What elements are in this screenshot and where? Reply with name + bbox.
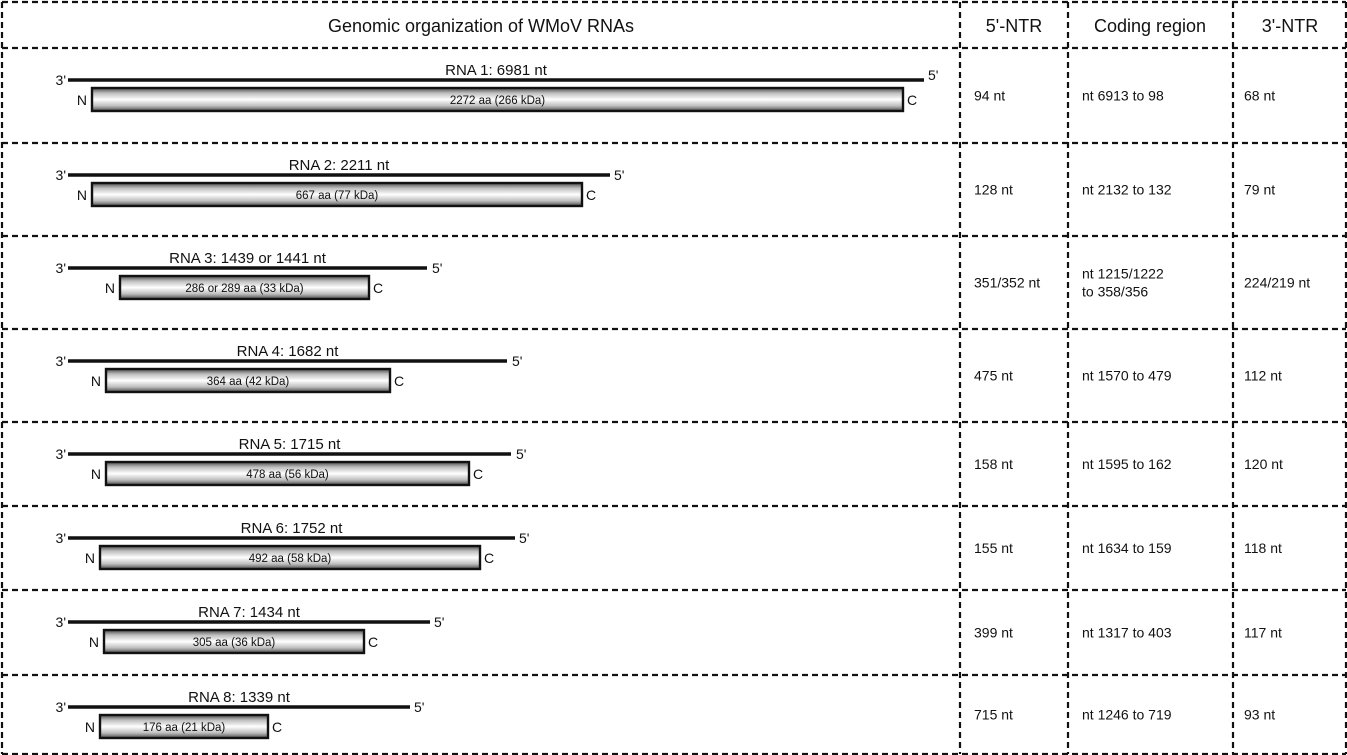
cell-5ntr: 399 nt: [974, 625, 1013, 641]
rna-length-label: RNA 7: 1434 nt: [198, 604, 301, 621]
rna-length-label: RNA 2: 2211 nt: [289, 157, 390, 174]
c-terminus-label: C: [473, 466, 483, 482]
protein-size-label: 478 aa (56 kDa): [246, 469, 329, 481]
protein-size-label: 176 aa (21 kDa): [143, 722, 226, 734]
rna-length-label: RNA 5: 1715 nt: [239, 436, 342, 453]
rna-row-5: RNA 5: 1715 nt 3' 5' 478 aa (56 kDa) N C 158 n…: [56, 436, 1283, 487]
protein-size-label: 2272 aa (266 kDa): [450, 95, 545, 107]
n-terminus-label: N: [85, 550, 95, 566]
cell-3ntr: 118 nt: [1244, 540, 1282, 556]
c-terminus-label: C: [373, 280, 383, 296]
cell-5ntr: 351/352 nt: [974, 275, 1040, 291]
protein-size-label: 364 aa (42 kDa): [207, 376, 290, 388]
table-header: Genomic organization of WMoV RNAs 5'-NTR C…: [328, 16, 1318, 36]
rna-row-4: RNA 4: 1682 nt 3' 5' 364 aa (42 kDa) N C 475 n…: [56, 343, 1282, 394]
orf-bar: [90, 86, 905, 113]
rna-3prime-end-label: 3': [56, 72, 66, 88]
header-5ntr: 5'-NTR: [986, 16, 1042, 36]
rna-5prime-end-label: 5': [928, 67, 938, 83]
rna-length-label: RNA 8: 1339 nt: [188, 689, 291, 706]
n-terminus-label: N: [89, 634, 99, 650]
orf-bar: [118, 274, 371, 301]
rna-3prime-end-label: 3': [56, 699, 66, 715]
rna-5prime-end-label: 5': [614, 167, 624, 183]
n-terminus-label: N: [91, 466, 101, 482]
rna-3prime-end-label: 3': [56, 167, 66, 183]
n-terminus-label: N: [91, 373, 101, 389]
rna-row-8: RNA 8: 1339 nt 3' 5' 176 aa (21 kDa) N C 715 n…: [56, 689, 1275, 740]
rna-row-6: RNA 6: 1752 nt 3' 5' 492 aa (58 kDa) N C 155 n…: [56, 520, 1282, 571]
rna-length-label: RNA 3: 1439 or 1441 nt: [169, 250, 327, 267]
cell-coding-region: nt 1595 to 162: [1082, 456, 1172, 472]
cell-coding-region: nt 1634 to 159: [1082, 540, 1172, 556]
rna-3prime-end-label: 3': [56, 530, 66, 546]
cell-3ntr: 93 nt: [1244, 707, 1275, 723]
cell-3ntr: 117 nt: [1244, 625, 1282, 641]
rna-row-3: RNA 3: 1439 or 1441 nt 3' 5' 286 or 289 aa …: [56, 250, 1310, 301]
rna-3prime-end-label: 3': [56, 614, 66, 630]
protein-size-label: 492 aa (58 kDa): [249, 553, 332, 565]
header-3ntr: 3'-NTR: [1262, 16, 1318, 36]
cell-5ntr: 128 nt: [974, 182, 1013, 198]
cell-coding-region-line-2: to 358/356: [1082, 284, 1148, 300]
rna-3prime-end-label: 3': [56, 260, 66, 276]
cell-3ntr: 68 nt: [1244, 88, 1275, 104]
cell-3ntr: 112 nt: [1244, 368, 1282, 384]
cell-5ntr: 475 nt: [974, 368, 1013, 384]
cell-coding-region: nt 1317 to 403: [1082, 625, 1172, 641]
rna-3prime-end-label: 3': [56, 446, 66, 462]
rna-5prime-end-label: 5': [519, 530, 529, 546]
cell-3ntr: 120 nt: [1244, 456, 1283, 472]
rna-length-label: RNA 4: 1682 nt: [237, 343, 340, 360]
orf-bar: [102, 628, 366, 655]
orf-bar: [90, 181, 584, 208]
cell-5ntr: 155 nt: [974, 540, 1013, 556]
cell-5ntr: 94 nt: [974, 88, 1005, 104]
rna-row-1: RNA 1: 6981 nt 3' 5' 2272 aa (266 kDa) N C 94 …: [56, 62, 1275, 113]
protein-size-label: 305 aa (36 kDa): [193, 637, 276, 649]
orf-bar: [98, 544, 482, 571]
rna-row-2: RNA 2: 2211 nt 3' 5' 667 aa (77 kDa) N C 128 n…: [56, 157, 1275, 208]
cell-3ntr: 224/219 nt: [1244, 275, 1310, 291]
header-coding-region: Coding region: [1094, 16, 1206, 36]
rna-length-label: RNA 6: 1752 nt: [241, 520, 344, 537]
header-diagram-title: Genomic organization of WMoV RNAs: [328, 16, 634, 36]
c-terminus-label: C: [907, 92, 917, 108]
c-terminus-label: C: [272, 719, 282, 735]
rna-5prime-end-label: 5': [512, 353, 522, 369]
cell-coding-region: nt 1570 to 479: [1082, 368, 1172, 384]
orf-bar: [104, 460, 471, 487]
cell-coding-region-line-1: nt 1215/1222: [1082, 266, 1164, 282]
cell-5ntr: 158 nt: [974, 456, 1013, 472]
n-terminus-label: N: [85, 719, 95, 735]
cell-5ntr: 715 nt: [974, 707, 1013, 723]
c-terminus-label: C: [394, 373, 404, 389]
rna-5prime-end-label: 5': [434, 614, 444, 630]
c-terminus-label: C: [586, 187, 596, 203]
rna-5prime-end-label: 5': [516, 446, 526, 462]
table-rows: RNA 1: 6981 nt 3' 5' 2272 aa (266 kDa) N C 94 …: [56, 62, 1310, 740]
n-terminus-label: N: [105, 280, 115, 296]
n-terminus-label: N: [77, 187, 87, 203]
c-terminus-label: C: [484, 550, 494, 566]
protein-size-label: 286 or 289 aa (33 kDa): [185, 283, 303, 295]
rna-5prime-end-label: 5': [432, 260, 442, 276]
cell-coding-region: nt 1246 to 719: [1082, 707, 1172, 723]
c-terminus-label: C: [368, 634, 378, 650]
cell-3ntr: 79 nt: [1244, 182, 1275, 198]
n-terminus-label: N: [77, 92, 87, 108]
rna-length-label: RNA 1: 6981 nt: [445, 62, 548, 79]
protein-size-label: 667 aa (77 kDa): [296, 190, 379, 202]
rna-5prime-end-label: 5': [414, 699, 424, 715]
cell-coding-region: nt 6913 to 98: [1082, 88, 1164, 104]
cell-coding-region: nt 2132 to 132: [1082, 182, 1172, 198]
rna-row-7: RNA 7: 1434 nt 3' 5' 305 aa (36 kDa) N C 399 n…: [56, 604, 1282, 655]
orf-bar: [104, 367, 392, 394]
orf-bar: [98, 713, 270, 740]
rna-3prime-end-label: 3': [56, 353, 66, 369]
